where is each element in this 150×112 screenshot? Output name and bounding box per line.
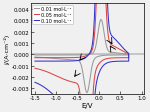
Line: 0.10 mol·L⁻¹: 0.10 mol·L⁻¹ [35, 0, 129, 112]
0.10 mol·L⁻¹ [34, 61, 36, 62]
0.05 mol·L⁻¹ [49, 72, 50, 74]
Line: 0.01 mol·L⁻¹: 0.01 mol·L⁻¹ [35, 20, 129, 93]
0.05 mol·L⁻¹ [119, 58, 121, 59]
0.01 mol·L⁻¹ [63, 55, 64, 56]
0.01 mol·L⁻¹ [49, 58, 50, 59]
X-axis label: E/V: E/V [81, 102, 93, 108]
0.01 mol·L⁻¹ [60, 59, 62, 60]
0.10 mol·L⁻¹ [63, 61, 64, 62]
0.01 mol·L⁻¹ [86, 92, 88, 93]
0.10 mol·L⁻¹ [49, 91, 50, 92]
0.10 mol·L⁻¹ [60, 101, 62, 102]
0.01 mol·L⁻¹ [55, 58, 56, 60]
Legend: 0.01 mol·L⁻¹, 0.05 mol·L⁻¹, 0.10 mol·L⁻¹: 0.01 mol·L⁻¹, 0.05 mol·L⁻¹, 0.10 mol·L⁻¹ [32, 6, 73, 25]
0.01 mol·L⁻¹ [100, 20, 102, 21]
0.05 mol·L⁻¹ [63, 57, 64, 59]
0.01 mol·L⁻¹ [119, 55, 121, 56]
Y-axis label: j/(A·cm⁻²): j/(A·cm⁻²) [4, 34, 10, 64]
0.01 mol·L⁻¹ [34, 57, 36, 58]
0.05 mol·L⁻¹ [34, 57, 36, 59]
Line: 0.05 mol·L⁻¹: 0.05 mol·L⁻¹ [35, 0, 129, 112]
0.10 mol·L⁻¹ [34, 82, 36, 83]
0.01 mol·L⁻¹ [34, 55, 36, 56]
0.10 mol·L⁻¹ [55, 96, 56, 97]
0.05 mol·L⁻¹ [39, 69, 41, 71]
0.01 mol·L⁻¹ [39, 57, 41, 58]
0.05 mol·L⁻¹ [60, 78, 62, 79]
0.05 mol·L⁻¹ [34, 68, 36, 69]
0.10 mol·L⁻¹ [39, 84, 41, 86]
0.10 mol·L⁻¹ [119, 61, 121, 62]
0.05 mol·L⁻¹ [55, 75, 56, 76]
